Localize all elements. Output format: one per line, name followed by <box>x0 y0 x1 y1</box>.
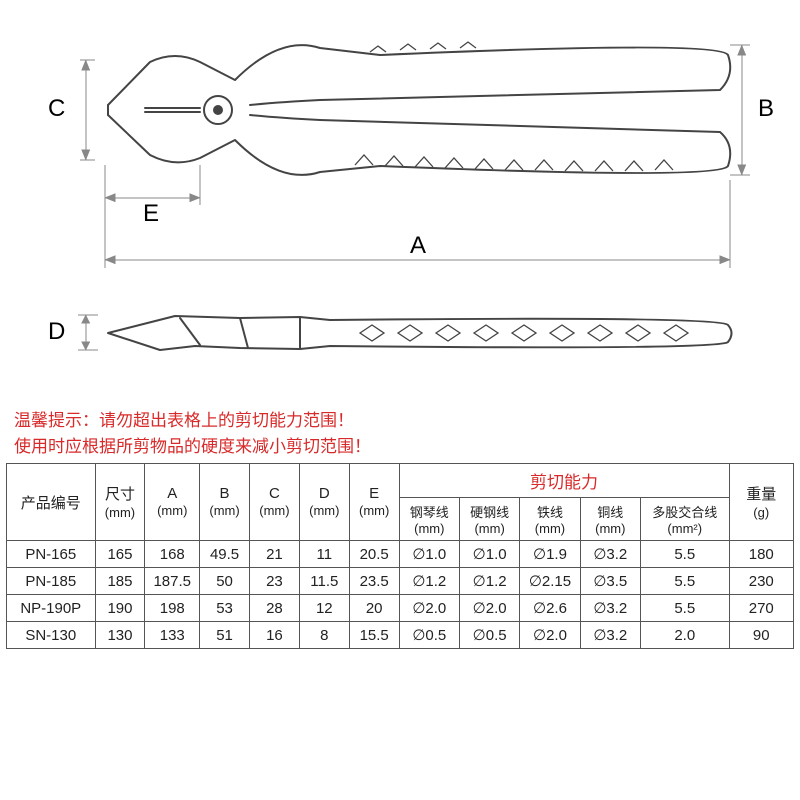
cell-B: 51 <box>200 622 250 649</box>
th-b: B(mm) <box>200 464 250 541</box>
cell-no: PN-185 <box>7 568 96 595</box>
table-row: PN-185185187.5502311.523.5∅1.2∅1.2∅2.15∅… <box>7 568 794 595</box>
spec-table: 产品编号 尺寸(mm) A(mm) B(mm) C(mm) D(mm) E(mm… <box>6 463 794 649</box>
cell-copper: ∅3.5 <box>580 568 640 595</box>
cell-E: 15.5 <box>349 622 399 649</box>
cell-hard: ∅2.0 <box>459 595 519 622</box>
cell-weight: 90 <box>729 622 794 649</box>
cell-hard: ∅1.0 <box>459 541 519 568</box>
label-d: D <box>48 318 65 346</box>
label-a: A <box>410 232 426 260</box>
cell-D: 11.5 <box>299 568 349 595</box>
th-multi: 多股交合线(mm²) <box>640 498 729 541</box>
cell-D: 8 <box>299 622 349 649</box>
cell-multi: 5.5 <box>640 568 729 595</box>
cell-multi: 5.5 <box>640 595 729 622</box>
technical-diagram: C B E A D <box>0 0 800 400</box>
cell-multi: 5.5 <box>640 541 729 568</box>
cell-piano: ∅2.0 <box>399 595 459 622</box>
warning-text: 温馨提示：请勿超出表格上的剪切能力范围！ 使用时应根据所剪物品的硬度来减小剪切范… <box>0 400 800 463</box>
th-hard: 硬钢线(mm) <box>459 498 519 541</box>
label-b: B <box>758 95 774 123</box>
cell-piano: ∅1.2 <box>399 568 459 595</box>
cell-no: SN-130 <box>7 622 96 649</box>
cell-weight: 180 <box>729 541 794 568</box>
cell-hard: ∅0.5 <box>459 622 519 649</box>
cell-iron: ∅1.9 <box>520 541 580 568</box>
cell-iron: ∅2.0 <box>520 622 580 649</box>
table-row: NP-190P19019853281220∅2.0∅2.0∅2.6∅3.25.5… <box>7 595 794 622</box>
cell-size: 165 <box>95 541 145 568</box>
cell-D: 11 <box>299 541 349 568</box>
cell-E: 20 <box>349 595 399 622</box>
th-weight: 重量(g) <box>729 464 794 541</box>
label-e: E <box>143 200 159 228</box>
cell-B: 53 <box>200 595 250 622</box>
warning-line2: 使用时应根据所剪物品的硬度来减小剪切范围！ <box>14 434 786 460</box>
cell-piano: ∅1.0 <box>399 541 459 568</box>
th-copper: 铜线(mm) <box>580 498 640 541</box>
cell-B: 50 <box>200 568 250 595</box>
cell-iron: ∅2.15 <box>520 568 580 595</box>
cell-A: 133 <box>145 622 200 649</box>
cell-copper: ∅3.2 <box>580 622 640 649</box>
th-a: A(mm) <box>145 464 200 541</box>
th-size: 尺寸(mm) <box>95 464 145 541</box>
cell-C: 23 <box>249 568 299 595</box>
cell-copper: ∅3.2 <box>580 541 640 568</box>
cell-size: 185 <box>95 568 145 595</box>
cell-A: 168 <box>145 541 200 568</box>
cell-copper: ∅3.2 <box>580 595 640 622</box>
cell-C: 21 <box>249 541 299 568</box>
warning-line1: 温馨提示：请勿超出表格上的剪切能力范围！ <box>14 408 786 434</box>
cell-E: 20.5 <box>349 541 399 568</box>
cell-no: PN-165 <box>7 541 96 568</box>
cell-C: 28 <box>249 595 299 622</box>
table-row: SN-1301301335116815.5∅0.5∅0.5∅2.0∅3.22.0… <box>7 622 794 649</box>
cell-C: 16 <box>249 622 299 649</box>
label-c: C <box>48 95 65 123</box>
cell-hard: ∅1.2 <box>459 568 519 595</box>
th-product-no: 产品编号 <box>7 464 96 541</box>
cell-multi: 2.0 <box>640 622 729 649</box>
cell-weight: 270 <box>729 595 794 622</box>
cell-size: 130 <box>95 622 145 649</box>
cell-no: NP-190P <box>7 595 96 622</box>
th-piano: 钢琴线(mm) <box>399 498 459 541</box>
th-c: C(mm) <box>249 464 299 541</box>
cell-A: 187.5 <box>145 568 200 595</box>
cell-B: 49.5 <box>200 541 250 568</box>
spec-table-wrap: 产品编号 尺寸(mm) A(mm) B(mm) C(mm) D(mm) E(mm… <box>0 463 800 649</box>
pliers-drawing <box>0 0 800 400</box>
cell-E: 23.5 <box>349 568 399 595</box>
table-row: PN-16516516849.5211120.5∅1.0∅1.0∅1.9∅3.2… <box>7 541 794 568</box>
th-cutting: 剪切能力 <box>399 464 729 498</box>
th-d: D(mm) <box>299 464 349 541</box>
th-iron: 铁线(mm) <box>520 498 580 541</box>
cell-A: 198 <box>145 595 200 622</box>
cell-iron: ∅2.6 <box>520 595 580 622</box>
cell-D: 12 <box>299 595 349 622</box>
th-e: E(mm) <box>349 464 399 541</box>
cell-piano: ∅0.5 <box>399 622 459 649</box>
cell-size: 190 <box>95 595 145 622</box>
cell-weight: 230 <box>729 568 794 595</box>
